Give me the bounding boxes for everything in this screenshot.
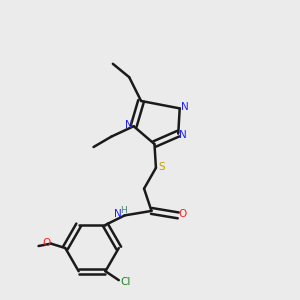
Text: S: S (158, 162, 165, 172)
Text: Cl: Cl (120, 277, 130, 287)
Text: N: N (125, 120, 133, 130)
Text: O: O (179, 209, 187, 220)
Text: N: N (181, 103, 188, 112)
Text: O: O (42, 238, 50, 248)
Text: H: H (120, 206, 127, 215)
Text: N: N (114, 209, 122, 219)
Text: N: N (179, 130, 187, 140)
